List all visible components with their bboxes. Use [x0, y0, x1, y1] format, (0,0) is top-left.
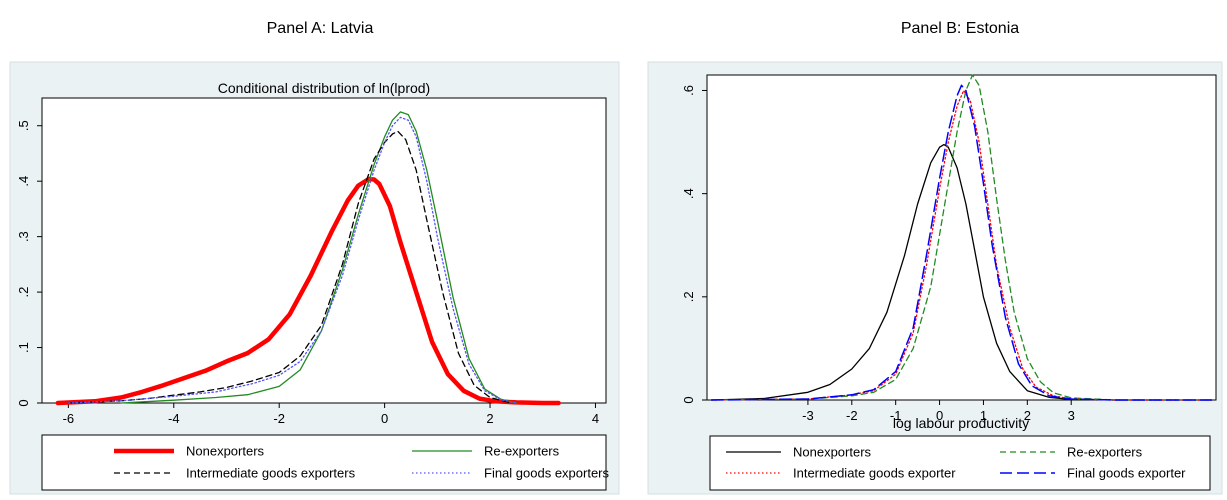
panel-b-xtick-label: 0: [936, 408, 943, 423]
panel-a-plot: -6 -4 -2 0 2 4 0 .1 .2 .3 .4 .5: [16, 111, 599, 426]
panel-b-xtick-label: 3: [1068, 408, 1075, 423]
panel-b-series-re-exporters: [710, 74, 1213, 401]
panel-a-series-re-exporters: [120, 111, 518, 404]
panel-a-legend-items: Nonexporters Re-exporters Intermediate goo…: [114, 444, 610, 481]
panel-b-ytick-label: .6: [681, 85, 696, 96]
panel-a-xtick-label: -6: [63, 411, 75, 426]
panel-a-xtick-label: 0: [381, 411, 388, 426]
panel-b-plot-area: [706, 74, 1217, 401]
panel-a-xtick-label: 4: [592, 411, 599, 426]
panel-b-ytick-label: .4: [681, 188, 696, 199]
panel-a-legend-label-re-exporters: Re-exporters: [484, 444, 560, 459]
panel-b-ytick-label: 0: [681, 396, 696, 403]
panel-a-title: Panel A: Latvia: [266, 20, 374, 37]
panel-b-legend-label-nonexporters: Nonexporters: [793, 445, 872, 460]
panel-b-xtick-label: -2: [846, 408, 858, 423]
panel-b-xtick-label: 1: [980, 408, 987, 423]
panel-b-xtick-label: -1: [890, 408, 902, 423]
panel-b-legend-items: Nonexporters Re-exporters Intermediate goo…: [726, 445, 1186, 481]
panel-a-ytick-label: .3: [16, 231, 31, 242]
panel-a-legend-label-final-goods-exporters: Final goods exporters: [484, 466, 610, 481]
panel-a-ytick-label: .2: [16, 287, 31, 298]
panel-b-xtick-label: 2: [1024, 408, 1031, 423]
panel-b-legend-label-re-exporters: Re-exporters: [1067, 445, 1143, 460]
panel-a-chart-title: Conditional distribution of ln(lprod): [218, 80, 430, 96]
panel-b-title: Panel B: Estonia: [900, 20, 1020, 37]
panel-b-xlabel: log labour productivity: [893, 415, 1029, 431]
panel-a-ytick-label: 0: [16, 399, 31, 406]
panel-a-xtick-label: -2: [273, 411, 285, 426]
panel-b-legend-label-final-goods-exporter: Final goods exporter: [1067, 466, 1186, 481]
panel-a-legend-label-nonexporters: Nonexporters: [186, 444, 265, 459]
panel-b-plot: -3 -2 -1 0 1 2 3 0 .2 .4 .6: [681, 74, 1213, 423]
panel-b-legend: [709, 435, 1211, 491]
panel-a-xtick-label: -4: [168, 411, 180, 426]
panel-a-series-final-goods-exporters: [67, 116, 518, 404]
panel-a-series-nonexporters: [55, 176, 561, 406]
panel-a-legend-label-intermediate-goods-exporters: Intermediate goods exporters: [186, 466, 356, 481]
panel-a-ytick-label: .1: [16, 342, 31, 353]
panel-b-series-nonexporters: [710, 143, 1213, 401]
panel-b-xtick-label: -3: [802, 408, 814, 423]
panel-a-legend: [41, 434, 607, 491]
panel-b-ytick-label: .2: [681, 291, 696, 302]
panel-a-xtick-label: 2: [486, 411, 493, 426]
panel-b-legend-label-intermediate-goods-exporter: Intermediate goods exporter: [793, 466, 956, 481]
panel-a-ytick-label: .4: [16, 176, 31, 187]
panel-b-series-final-goods-exporter: [710, 84, 1213, 401]
panel-a-ytick-label: .5: [16, 120, 31, 131]
